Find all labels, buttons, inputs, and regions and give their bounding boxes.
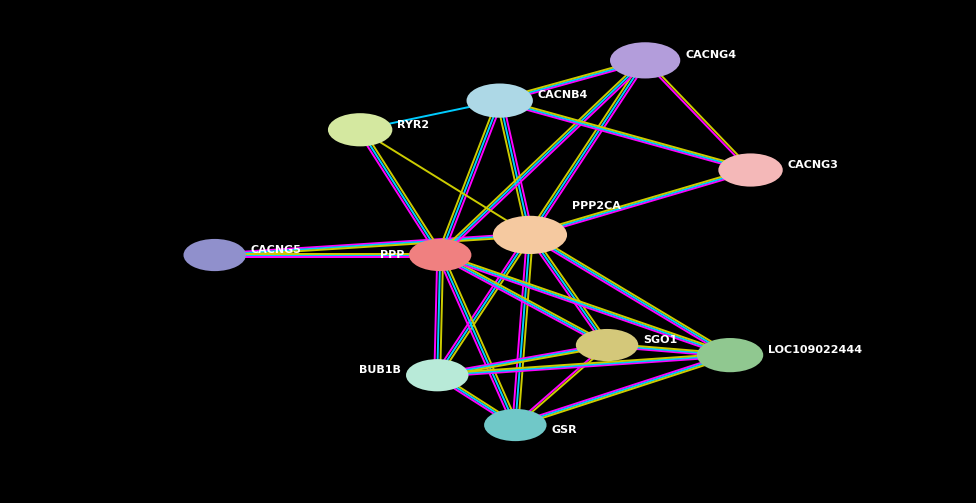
Circle shape (406, 359, 468, 391)
Circle shape (467, 83, 533, 118)
Circle shape (718, 153, 783, 187)
Circle shape (183, 239, 246, 271)
Circle shape (328, 113, 392, 146)
Circle shape (409, 239, 471, 271)
Text: PPP2CA: PPP2CA (572, 201, 621, 211)
Circle shape (484, 409, 547, 441)
Circle shape (697, 338, 763, 372)
Circle shape (610, 42, 680, 78)
Circle shape (493, 216, 567, 254)
Text: CACNB4: CACNB4 (538, 91, 589, 101)
Text: RYR2: RYR2 (397, 120, 429, 130)
Text: LOC109022444: LOC109022444 (768, 345, 862, 355)
Text: CACNG5: CACNG5 (251, 245, 302, 255)
Text: PPP: PPP (380, 250, 404, 260)
Text: CACNG3: CACNG3 (788, 160, 838, 170)
Text: BUB1B: BUB1B (359, 365, 401, 375)
Circle shape (576, 329, 638, 361)
Text: CACNG4: CACNG4 (685, 50, 736, 60)
Text: GSR: GSR (551, 425, 577, 435)
Text: SGO1: SGO1 (643, 335, 677, 345)
